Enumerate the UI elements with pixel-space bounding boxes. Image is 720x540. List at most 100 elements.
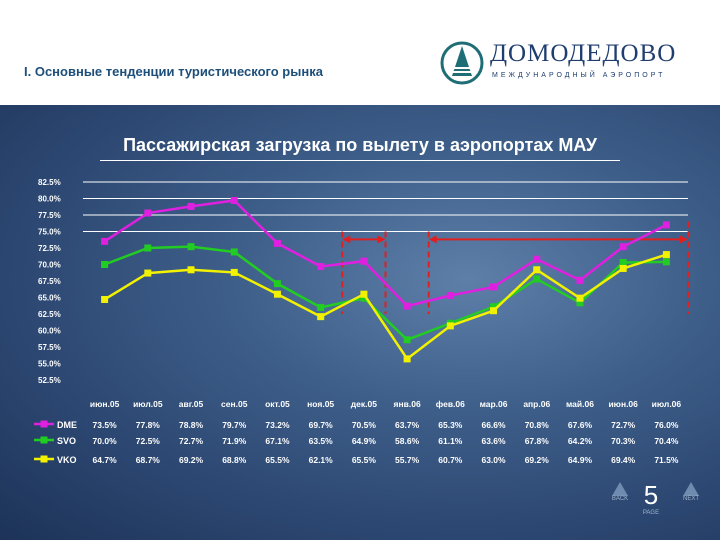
data-label: 61.1%: [438, 436, 463, 446]
data-label: 73.5%: [93, 420, 118, 430]
data-point-svo: [490, 303, 498, 311]
data-point-svo: [101, 261, 109, 268]
chart-title: Пассажирская загрузка по вылету в аэропо…: [123, 135, 597, 155]
x-tick-label: фев.06: [436, 399, 465, 409]
data-point-svo: [662, 258, 670, 266]
y-tick-label: 80.0%: [38, 195, 61, 204]
data-point-dme: [446, 292, 454, 300]
data-label: 67.1%: [265, 436, 290, 446]
arrowhead-left: [342, 235, 351, 244]
data-point-svo: [360, 294, 368, 302]
data-point-svo: [619, 259, 627, 267]
data-point-svo: [533, 275, 541, 283]
data-label: 70.3%: [611, 436, 636, 446]
data-point-vko: [533, 266, 541, 274]
x-tick-label: май.06: [566, 399, 594, 409]
data-label: 64.2%: [568, 436, 593, 446]
data-point-dme: [360, 257, 368, 265]
data-point-dme: [576, 276, 584, 284]
y-tick-label: 70.0%: [38, 261, 61, 270]
data-label: 72.5%: [136, 436, 161, 446]
back-label: BACK: [611, 496, 629, 502]
data-label: 70.8%: [525, 420, 550, 430]
back-button[interactable]: BACK: [605, 482, 635, 502]
data-label: 70.5%: [352, 420, 377, 430]
data-label: 72.7%: [179, 436, 204, 446]
y-tick-label: 75.0%: [38, 228, 61, 237]
data-label: 71.5%: [654, 455, 679, 465]
data-point-dme: [101, 237, 109, 245]
data-label: 70.4%: [654, 436, 679, 446]
data-label: 64.9%: [568, 455, 593, 465]
data-point-vko: [317, 313, 325, 321]
data-point-dme: [662, 221, 670, 229]
data-point-vko: [144, 269, 152, 277]
arrowhead-right: [680, 235, 688, 244]
data-label: 68.8%: [222, 455, 247, 465]
data-point-vko: [360, 290, 368, 298]
data-label: 67.8%: [525, 436, 550, 446]
series-line-dme: [103, 199, 667, 308]
section-title: I. Основные тенденции туристического рын…: [24, 64, 323, 79]
data-label: 70.0%: [93, 436, 118, 446]
data-point-svo: [273, 280, 281, 288]
arrowhead-right: [377, 235, 386, 244]
page-number: 5: [643, 480, 659, 510]
y-tick-label: 52.5%: [38, 376, 61, 385]
y-tick-label: 57.5%: [38, 343, 61, 352]
legend-series-name: DME: [57, 420, 77, 430]
data-point-dme: [403, 302, 411, 310]
series-line-svo: [104, 245, 667, 342]
next-label: NEXT: [682, 496, 699, 502]
page-label: PAGE: [642, 510, 660, 516]
data-point-vko: [187, 266, 195, 274]
legend-series-name: SVO: [57, 436, 76, 446]
data-point-vko: [101, 295, 109, 303]
data-label: 55.7%: [395, 455, 420, 465]
data-point-vko: [619, 264, 627, 272]
data-point-vko: [576, 294, 584, 302]
data-label: 69.2%: [179, 455, 204, 465]
data-label: 69.2%: [525, 455, 550, 465]
x-tick-label: сен.05: [221, 399, 248, 409]
data-point-dme: [490, 283, 498, 291]
data-point-dme: [230, 196, 238, 204]
data-label: 60.7%: [438, 455, 463, 465]
x-tick-label: апр.06: [523, 399, 550, 409]
y-tick-label: 77.5%: [38, 211, 61, 220]
data-label: 68.7%: [136, 455, 161, 465]
y-tick-label: 60.0%: [38, 327, 61, 336]
logo-subtitle: МЕЖДУНАРОДНЫЙ АЭРОПОРТ: [492, 72, 666, 79]
data-label: 77.8%: [136, 420, 161, 430]
data-point-dme: [533, 255, 541, 263]
y-tick-label: 72.5%: [38, 244, 61, 253]
data-point-dme: [619, 243, 627, 251]
slide-body: [0, 105, 720, 540]
x-tick-label: июл.06: [652, 399, 682, 409]
data-label: 67.6%: [568, 420, 593, 430]
next-button[interactable]: NEXT: [676, 482, 706, 502]
data-label: 64.9%: [352, 436, 377, 446]
data-label: 78.8%: [179, 420, 204, 430]
data-point-dme: [187, 202, 195, 210]
data-point-svo: [144, 244, 152, 252]
arrowhead-left: [428, 235, 437, 244]
x-tick-label: ноя.05: [307, 399, 334, 409]
data-label: 64.7%: [93, 455, 118, 465]
data-label: 63.5%: [309, 436, 334, 446]
x-tick-label: авг.05: [179, 399, 204, 409]
data-point-vko: [403, 355, 411, 363]
data-point-svo: [187, 243, 195, 251]
data-label: 69.4%: [611, 455, 636, 465]
x-tick-label: дек.05: [351, 399, 377, 409]
legend-series-name: VKO: [57, 455, 77, 465]
x-tick-label: июн.05: [90, 399, 120, 409]
data-point-svo: [403, 336, 411, 344]
data-point-svo: [317, 303, 325, 311]
data-point-dme: [273, 239, 281, 247]
x-tick-label: окт.05: [265, 399, 290, 409]
y-tick-label: 62.5%: [38, 310, 61, 319]
data-label: 76.0%: [654, 420, 679, 430]
x-tick-label: мар.06: [480, 399, 508, 409]
domodedovo-logo: ДОМОДЕДОВО МЕЖДУНАРОДНЫЙ АЭРОПОРТ: [440, 38, 702, 90]
